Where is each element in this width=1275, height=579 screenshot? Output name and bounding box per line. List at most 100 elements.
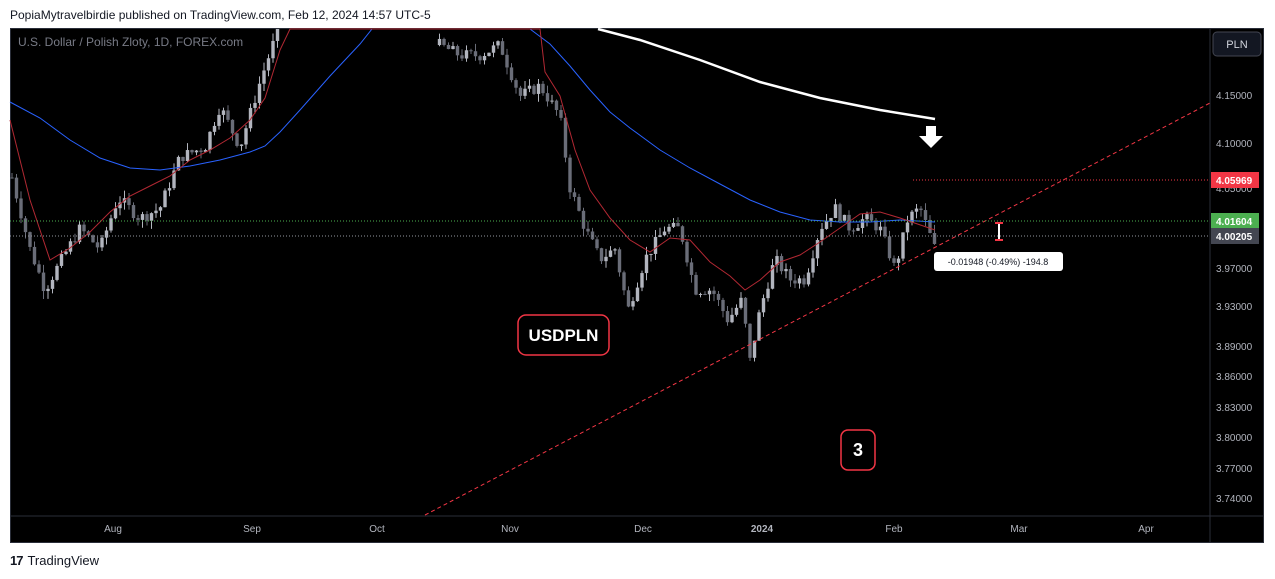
candle-body — [226, 110, 230, 120]
candle-body — [806, 272, 811, 285]
candle-body — [478, 56, 482, 61]
candle-body — [127, 198, 131, 206]
candle-body — [104, 230, 109, 238]
candle-body — [833, 204, 838, 219]
candle-body — [500, 41, 505, 55]
candle-body — [248, 107, 253, 129]
candle-body — [212, 125, 217, 132]
candle-body — [136, 218, 140, 220]
candle-body — [532, 85, 536, 94]
candle-body — [928, 219, 932, 233]
down-arrow-icon — [919, 126, 943, 148]
candle-body — [505, 54, 509, 68]
publisher-line: PopiaMytravelbirdie published on Trading… — [10, 8, 431, 22]
wave-number-box — [840, 429, 876, 471]
candle-body — [257, 83, 262, 103]
candle-body — [743, 297, 748, 324]
candle-body — [923, 210, 928, 220]
candle-body — [698, 293, 703, 295]
candle-body — [604, 256, 608, 262]
moving-average-white — [597, 27, 936, 121]
candle-body — [82, 224, 86, 232]
candle-body — [527, 85, 532, 89]
candle-body — [140, 214, 145, 220]
candle-body — [644, 254, 649, 274]
candle-body — [793, 280, 797, 284]
candle-body — [167, 188, 172, 191]
price-label: 4.01604 — [1216, 217, 1253, 228]
candle-body — [536, 83, 541, 94]
candle-body — [905, 222, 910, 233]
currency-button — [1212, 31, 1262, 57]
y-tick-label: 3.86000 — [1216, 372, 1253, 383]
candle-body — [118, 202, 122, 209]
candle-body — [199, 150, 203, 152]
candle-body — [694, 274, 698, 295]
candle-body — [748, 323, 752, 358]
candle-body — [473, 51, 478, 57]
candle-body — [208, 131, 212, 151]
candle-body — [131, 205, 136, 219]
footer-brand[interactable]: 17 TradingView — [10, 553, 99, 568]
x-tick-label: Dec — [634, 524, 652, 535]
candle-body — [667, 226, 671, 232]
candle-body — [19, 198, 23, 219]
candle-body — [230, 119, 235, 134]
candle-body — [77, 224, 82, 243]
candle-body — [518, 87, 523, 96]
candle-body — [766, 288, 770, 299]
candle-body — [608, 250, 613, 257]
candle-body — [851, 230, 856, 232]
candle-body — [842, 214, 847, 221]
price-label: 4.05969 — [1216, 176, 1253, 187]
candle-body — [914, 208, 919, 212]
candle-body — [658, 235, 662, 237]
candle-body — [631, 301, 635, 307]
candle-body — [757, 312, 761, 341]
candle-body — [158, 207, 163, 211]
candle-body — [32, 246, 37, 265]
candle-body — [815, 240, 820, 259]
candle-body — [716, 293, 721, 300]
candle-body — [73, 241, 77, 243]
candle-body — [95, 242, 100, 248]
candle-body — [64, 251, 68, 255]
price-label-badge — [1211, 228, 1259, 244]
candle-body — [100, 237, 104, 248]
candle-body — [451, 46, 455, 50]
candle-body — [838, 204, 842, 221]
candle-body — [262, 70, 266, 84]
candle-body — [734, 307, 739, 315]
candle-body — [266, 58, 271, 71]
candle-body — [919, 208, 923, 211]
candle-body — [59, 254, 64, 266]
candle-body — [221, 110, 226, 115]
candle-body — [752, 340, 757, 358]
measure-label-box — [934, 252, 1063, 271]
candle-body — [577, 196, 581, 211]
candle-body — [725, 311, 730, 323]
candle-body — [784, 269, 788, 272]
tradingview-logo-icon: 17 — [10, 553, 24, 568]
candle-body — [779, 256, 784, 272]
trendline-dashed — [424, 102, 1211, 516]
candle-body — [689, 262, 694, 275]
moving-average-blue — [9, 28, 936, 223]
candle-body — [10, 177, 14, 179]
candle-body — [932, 232, 937, 244]
candle-body — [235, 133, 239, 146]
candle-body — [721, 299, 725, 312]
candle-body — [181, 156, 185, 162]
x-tick-label: Mar — [1010, 524, 1028, 535]
x-tick-label: Nov — [501, 524, 519, 535]
candle-body — [824, 220, 829, 229]
candle-body — [635, 287, 640, 302]
candle-body — [14, 177, 19, 199]
candle-body — [892, 258, 896, 263]
candle-body — [217, 114, 221, 126]
candle-body — [730, 314, 734, 323]
candle-body — [545, 93, 550, 102]
candle-body — [203, 150, 208, 152]
candle-body — [869, 214, 874, 221]
